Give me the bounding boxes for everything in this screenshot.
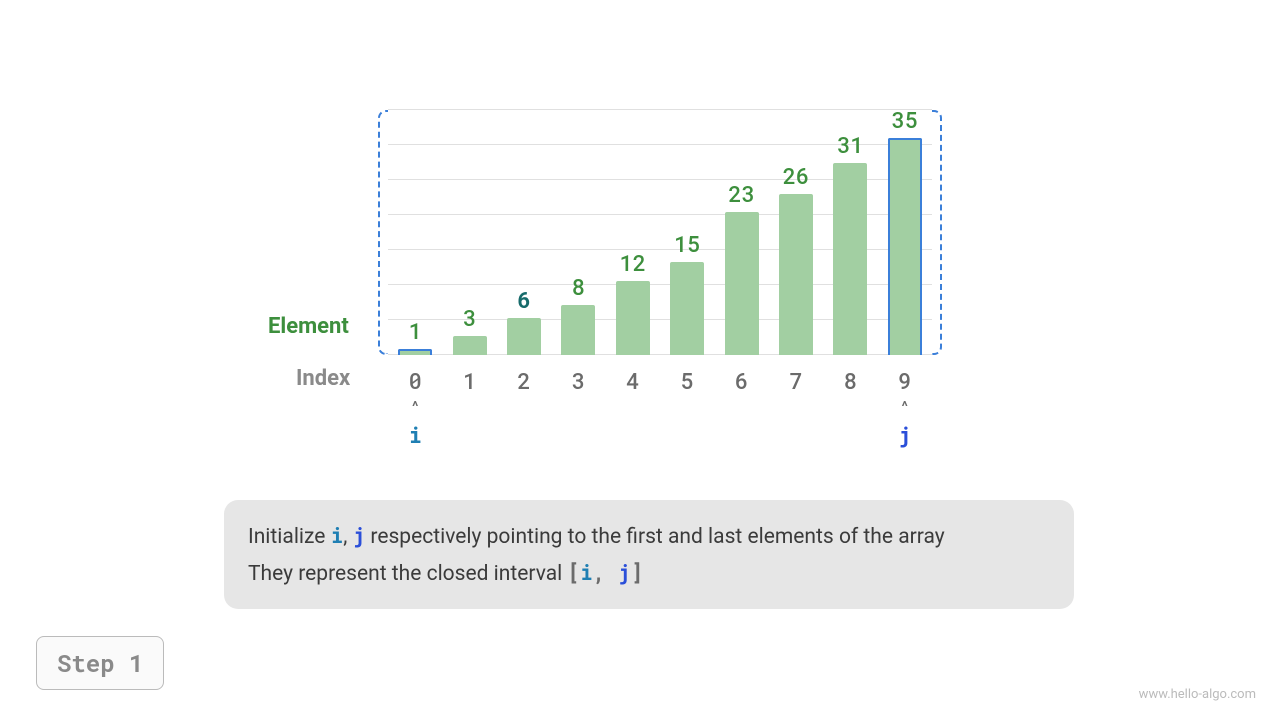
description-line-2: They represent the closed interval [i, j… xyxy=(248,555,1050,592)
bar xyxy=(507,318,541,355)
bar-column: 12 xyxy=(616,248,650,355)
bar-column: 26 xyxy=(779,161,813,355)
bar-chart: 1368121523263135 xyxy=(380,110,940,355)
description-fragment: respectively pointing to the first and l… xyxy=(365,525,944,549)
description-box: Initialize i, j respectively pointing to… xyxy=(224,500,1074,609)
bar xyxy=(453,336,487,355)
bar xyxy=(398,349,432,355)
description-fragment: , xyxy=(343,525,352,549)
bar-column: 3 xyxy=(453,303,487,355)
description-fragment: Initialize xyxy=(248,525,331,549)
pointer-cell xyxy=(507,400,541,449)
index-cell: 6 xyxy=(725,366,759,395)
index-cell: 4 xyxy=(616,366,650,395)
bar-value-label: 35 xyxy=(892,105,918,134)
pointer-cell: ^j xyxy=(888,400,922,449)
description-fragment: i xyxy=(331,521,344,549)
description-fragment: They represent the closed interval xyxy=(248,562,567,586)
description-fragment: j xyxy=(618,558,631,586)
description-fragment: i xyxy=(580,558,593,586)
interval-bracket-left xyxy=(378,110,388,355)
bar-value-label: 3 xyxy=(463,303,476,332)
element-axis-label: Element xyxy=(268,314,349,339)
bar-column: 1 xyxy=(398,316,432,355)
description-fragment: j xyxy=(353,521,366,549)
bar xyxy=(888,138,922,355)
pointer-cell xyxy=(453,400,487,449)
bar xyxy=(616,281,650,355)
index-cell: 2 xyxy=(507,366,541,395)
description-fragment: ] xyxy=(631,558,644,586)
description-fragment: , xyxy=(593,558,618,586)
bar-value-label: 12 xyxy=(620,248,646,277)
bar xyxy=(779,194,813,355)
bar xyxy=(833,163,867,355)
index-cell: 0 xyxy=(398,366,432,395)
description-line-1: Initialize i, j respectively pointing to… xyxy=(248,518,1050,555)
pointer-cell xyxy=(616,400,650,449)
pointer-cell: ^i xyxy=(398,400,432,449)
index-cell: 8 xyxy=(833,366,867,395)
bar-value-label: 26 xyxy=(783,161,809,190)
pointer-cell xyxy=(561,400,595,449)
index-row: 0123456789 xyxy=(388,366,932,395)
bar-column: 8 xyxy=(561,272,595,355)
pointer-caret-icon: ^ xyxy=(398,400,432,414)
bar-value-label: 23 xyxy=(728,179,754,208)
bar-value-label: 6 xyxy=(517,285,530,314)
pointer-name: j xyxy=(888,420,922,449)
bar-value-label: 8 xyxy=(572,272,585,301)
pointer-cell xyxy=(670,400,704,449)
bar-value-label: 15 xyxy=(674,229,700,258)
bar-value-label: 1 xyxy=(409,316,422,345)
watermark: www.hello-algo.com xyxy=(1139,687,1256,702)
pointer-cell xyxy=(725,400,759,449)
bar xyxy=(561,305,595,355)
index-cell: 9 xyxy=(888,366,922,395)
interval-bracket-right xyxy=(932,110,942,355)
index-cell: 1 xyxy=(453,366,487,395)
bar xyxy=(670,262,704,355)
pointer-cell xyxy=(833,400,867,449)
index-cell: 5 xyxy=(670,366,704,395)
bar-value-label: 31 xyxy=(837,130,863,159)
bar-column: 35 xyxy=(888,105,922,355)
pointer-caret-icon: ^ xyxy=(888,400,922,414)
index-cell: 7 xyxy=(779,366,813,395)
pointer-row: ^i^j xyxy=(388,400,932,449)
bars-container: 1368121523263135 xyxy=(388,110,932,355)
bar-column: 6 xyxy=(507,285,541,355)
pointer-name: i xyxy=(398,420,432,449)
description-fragment: [ xyxy=(567,558,580,586)
step-badge: Step 1 xyxy=(36,636,164,690)
bar-column: 23 xyxy=(725,179,759,355)
bar-column: 15 xyxy=(670,229,704,355)
pointer-cell xyxy=(779,400,813,449)
bar xyxy=(725,212,759,355)
index-axis-label: Index xyxy=(296,366,350,391)
index-cell: 3 xyxy=(561,366,595,395)
bar-column: 31 xyxy=(833,130,867,355)
